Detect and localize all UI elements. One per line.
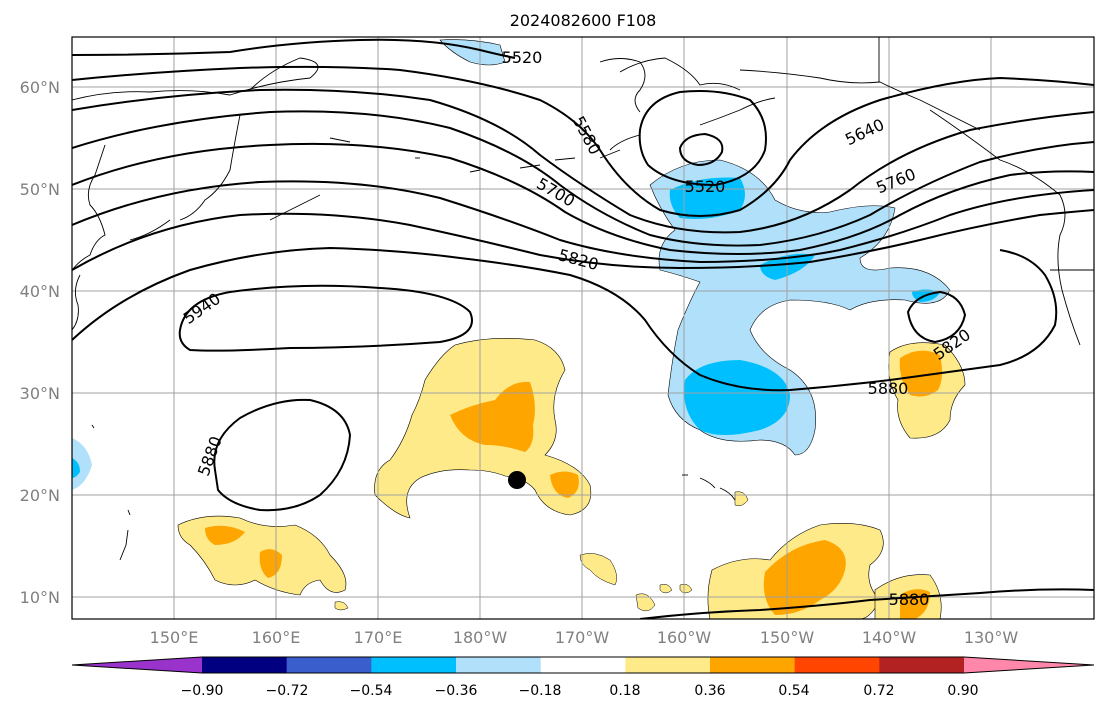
map-panel [72,37,1094,619]
colorbar-label: −0.90 [181,683,224,699]
colorbar-segment [286,657,372,673]
contour-label: 5880 [868,379,909,398]
lon-tick-label: 140°W [862,628,917,647]
colorbar-segment [625,657,711,673]
positive-anomaly-fills [177,338,966,619]
colorbar-extend-high [964,657,1094,673]
lon-tick-label: 160°W [657,628,712,647]
colorbar-labels: −0.90 −0.72 −0.54 −0.36 −0.18 0.18 0.36 … [181,683,979,699]
colorbar-segment [540,657,626,673]
lat-tick-label: 30°N [20,384,60,403]
lon-tick-label: 160°E [252,628,301,647]
colorbar-label: 0.36 [694,683,725,699]
lat-tick-label: 40°N [20,282,60,301]
contour-label: 5880 [889,590,930,609]
colorbar-label: 0.18 [609,683,640,699]
lon-tick-label: 150°E [150,628,199,647]
longitude-ticks: 150°E 160°E 170°E 180°W 170°W 160°W 150°… [150,628,1019,647]
colorbar-label: 0.54 [778,683,809,699]
lon-tick-label: 130°W [964,628,1019,647]
colorbar-label: −0.54 [350,683,393,699]
negative-anomaly-fills [72,39,951,490]
graticule [72,37,1094,619]
contour-label: 5520 [502,48,543,67]
lat-tick-label: 10°N [20,588,60,607]
colorbar-label: −0.36 [435,683,478,699]
lat-tick-label: 50°N [20,180,60,199]
map-frame [71,36,1095,620]
colorbar-extend-low [72,657,202,673]
colorbar-outline [71,656,1095,674]
figure-title: 2024082600 F108 [510,11,657,30]
colorbar-segment [456,657,542,673]
colorbar-label: −0.18 [519,683,562,699]
colorbar-segment [879,657,965,673]
lat-tick-label: 20°N [20,486,60,505]
lon-tick-label: 150°W [760,628,815,647]
colorbar-segment [202,657,288,673]
height-contours [72,38,1094,619]
lon-tick-label: 170°E [354,628,403,647]
colorbar-segment [371,657,457,673]
colorbar-label: 0.72 [863,683,894,699]
colorbar-segment [794,657,880,673]
colorbar-segment [710,657,796,673]
contour-label: 5520 [685,177,726,196]
lon-tick-label: 170°W [555,628,610,647]
colorbar-label: 0.90 [947,683,978,699]
colorbar-label: −0.72 [266,683,309,699]
latitude-ticks: 60°N 50°N 40°N 30°N 20°N 10°N [20,78,60,607]
lat-tick-label: 60°N [20,78,60,97]
lon-tick-label: 180°W [453,628,508,647]
colorbar [71,656,1095,674]
coastlines [72,37,1094,561]
storm-center-dot [508,471,526,489]
